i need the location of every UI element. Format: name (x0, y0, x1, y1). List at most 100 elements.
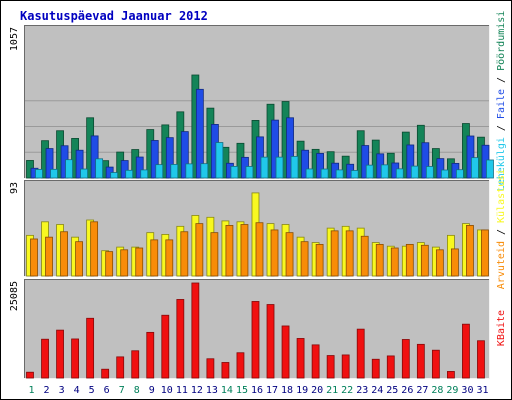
bar-visits-Arvuteid (435, 249, 444, 277)
x-tick-label: 10 (161, 385, 173, 396)
bar-visits-Arvuteid (360, 235, 369, 277)
bar-pageviews-Lehekülgi (350, 170, 359, 179)
x-tick-label: 27 (416, 385, 428, 396)
bar-pageviews-Faile (406, 144, 415, 179)
bar-traffic-KBaite (296, 338, 305, 379)
bar-traffic-KBaite (251, 301, 260, 379)
x-tick-label: 13 (206, 385, 218, 396)
bar-pageviews-Lehekülgi (380, 164, 389, 179)
ymax-label-traffic: 25085 (9, 281, 20, 311)
bar-pageviews-Lehekülgi (456, 169, 464, 179)
bar-visits-Arvuteid (481, 229, 489, 277)
bar-pageviews-Lehekülgi (320, 168, 329, 179)
bar-pageviews-Lehekülgi (95, 158, 104, 179)
x-tick-label: 17 (266, 385, 278, 396)
bar-traffic-KBaite (56, 329, 64, 379)
bar-visits-Arvuteid (285, 232, 294, 277)
bar-pageviews-Lehekülgi (440, 169, 449, 179)
x-tick-label: 3 (59, 385, 65, 396)
bar-visits-Arvuteid (210, 232, 219, 277)
bar-visits-Arvuteid (405, 243, 414, 277)
bar-traffic-KBaite (477, 340, 485, 379)
bar-visits-Arvuteid (105, 251, 114, 277)
bar-visits-Arvuteid (375, 243, 384, 277)
bar-pageviews-Lehekülgi (365, 164, 374, 179)
chart-title: Kasutuspäevad Jaanuar 2012 (20, 9, 208, 23)
bar-traffic-KBaite (116, 356, 125, 379)
x-tick-label: 30 (461, 385, 473, 396)
bar-pageviews-Lehekülgi (65, 159, 73, 179)
x-tick-label: 16 (251, 385, 263, 396)
bar-pageviews-Lehekülgi (125, 169, 134, 179)
x-tick-label: 2 (44, 385, 50, 396)
bar-pageviews-Lehekülgi (170, 164, 179, 179)
bar-traffic-KBaite (326, 355, 335, 379)
bar-traffic-KBaite (26, 371, 34, 379)
bar-pageviews-Lehekülgi (335, 169, 344, 179)
x-tick-label: 14 (221, 385, 233, 396)
bar-visits-Arvuteid (60, 231, 68, 277)
x-tick-label: 7 (119, 385, 125, 396)
bar-pageviews-Faile (361, 145, 370, 179)
bar-pageviews-Lehekülgi (425, 166, 434, 179)
bar-traffic-KBaite (431, 349, 440, 379)
bar-visits-Arvuteid (75, 241, 83, 277)
bar-visits-Arvuteid (345, 230, 354, 277)
bar-visits-Arvuteid (90, 221, 99, 277)
bar-pageviews-Lehekülgi (486, 159, 494, 179)
bar-pageviews-Lehekülgi (110, 172, 119, 179)
x-tick-label: 5 (89, 385, 95, 396)
legend-entry: Arvuteid (496, 241, 507, 289)
bar-pageviews-Lehekülgi (185, 163, 194, 179)
bar-visits-Arvuteid (45, 236, 53, 277)
bar-pageviews-Lehekülgi (395, 168, 404, 179)
bar-visits-Arvuteid (330, 230, 339, 277)
bar-traffic-KBaite (371, 358, 380, 379)
x-tick-label: 19 (296, 385, 308, 396)
bar-traffic-KBaite (266, 304, 275, 379)
x-tick-label: 25 (386, 385, 398, 396)
bar-pageviews-Faile (301, 149, 309, 179)
bar-pageviews-Faile (180, 131, 189, 179)
bar-pageviews-Lehekülgi (275, 156, 284, 179)
x-tick-label: 15 (236, 385, 248, 396)
legend-entry: Külastusi (496, 169, 507, 223)
bar-pageviews-Faile (286, 117, 294, 179)
bar-pageviews-Lehekülgi (260, 156, 269, 179)
bar-traffic-KBaite (416, 343, 425, 379)
x-tick-label: 28 (431, 385, 443, 396)
bar-traffic-KBaite (206, 358, 215, 379)
bar-visits-Arvuteid (315, 243, 324, 277)
bar-pageviews-Faile (90, 135, 99, 179)
bar-pageviews-Faile (45, 148, 54, 179)
bar-traffic-KBaite (221, 362, 230, 379)
bar-traffic-KBaite (71, 338, 79, 379)
bar-pageviews-Lehekülgi (50, 168, 58, 179)
x-tick-label: 1 (29, 385, 35, 396)
bar-pageviews-Faile (316, 153, 325, 179)
x-tick-label: 9 (149, 385, 155, 396)
bar-pageviews-Lehekülgi (140, 169, 149, 179)
legend-separator: / (496, 71, 507, 89)
x-tick-label: 22 (341, 385, 353, 396)
legend-separator: / (496, 119, 507, 137)
x-tick-label: 29 (446, 385, 458, 396)
bar-visits-Arvuteid (225, 225, 234, 277)
bar-pageviews-Lehekülgi (155, 164, 164, 179)
x-tick-label: 4 (74, 385, 80, 396)
legend-entry: KBaite (496, 310, 507, 346)
bar-visits-Arvuteid (300, 241, 309, 277)
x-tick-label: 31 (476, 385, 488, 396)
bar-traffic-KBaite (311, 344, 320, 379)
bar-traffic-KBaite (176, 299, 185, 379)
bar-traffic-KBaite (191, 282, 200, 379)
bar-pageviews-Lehekülgi (305, 168, 314, 179)
legend-entry: Pöördumisi (496, 11, 507, 71)
bar-traffic-KBaite (356, 328, 365, 379)
bar-visits-Arvuteid (270, 229, 279, 277)
legend-pageviews: Lehekülgi / Faile / Pöördumisi (496, 11, 507, 192)
bar-visits-Arvuteid (240, 224, 249, 277)
bar-pageviews-Faile (165, 137, 174, 179)
